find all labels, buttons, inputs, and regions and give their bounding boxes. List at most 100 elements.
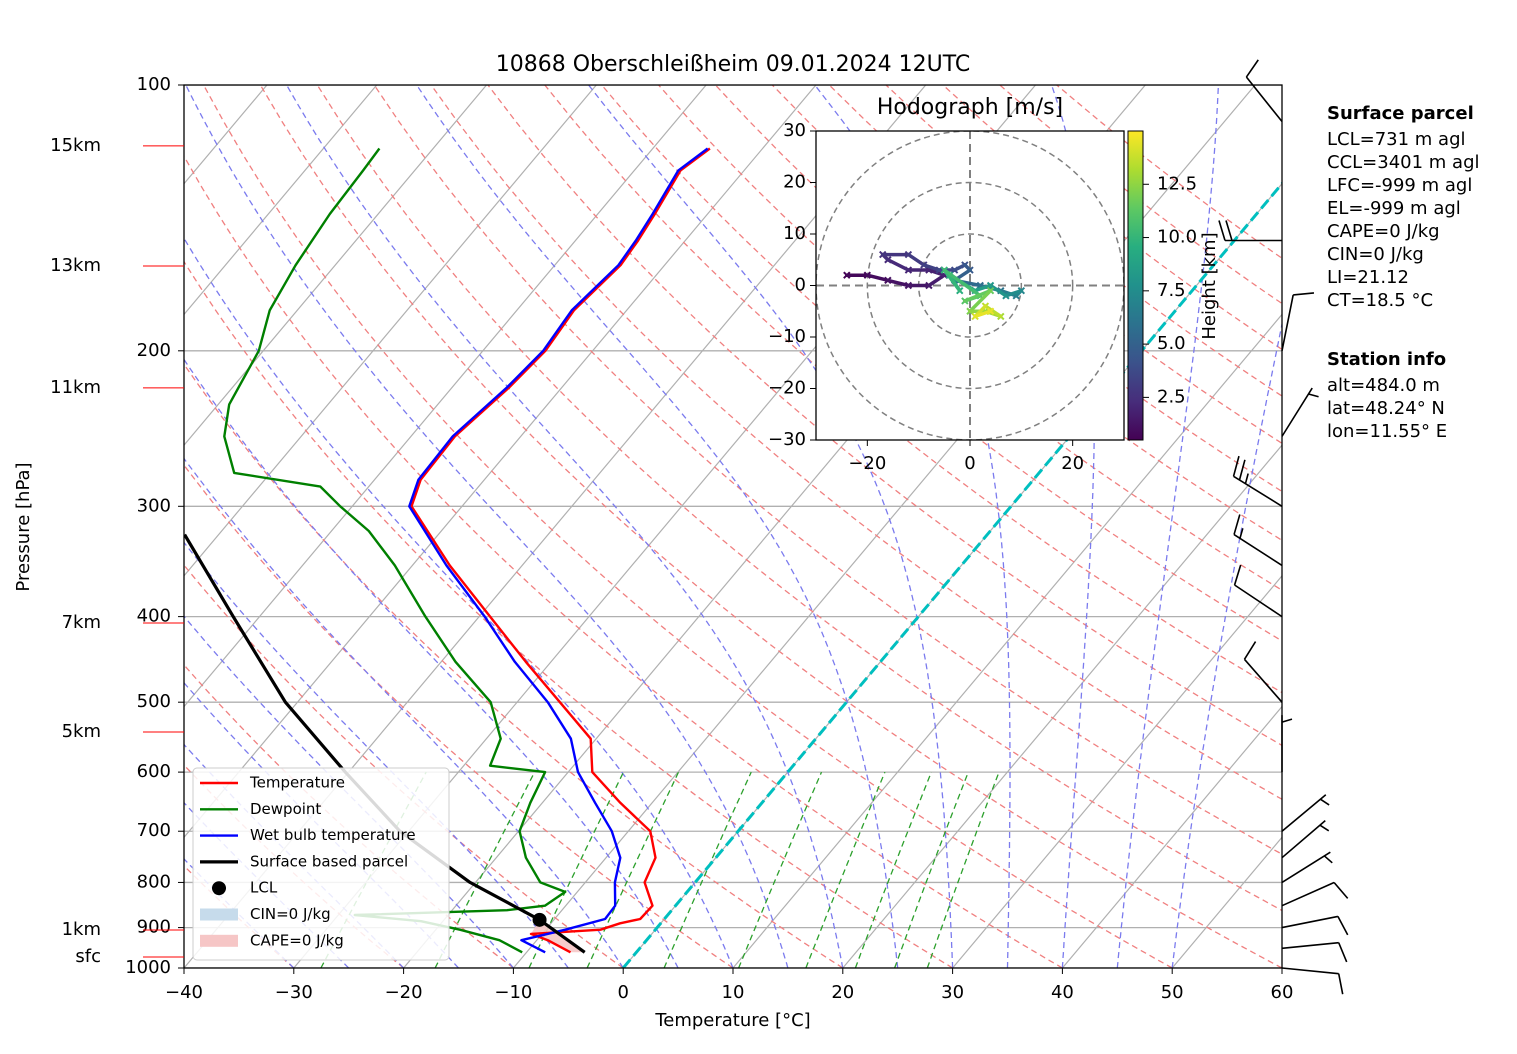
hodograph-title: Hodograph [m/s] xyxy=(877,95,1063,120)
legend-label: Dewpoint xyxy=(250,800,321,818)
colorbar-tick-label: 7.5 xyxy=(1157,280,1186,301)
wind-barb xyxy=(1281,967,1344,995)
dry-adiabat xyxy=(316,85,1282,912)
hodograph-segment xyxy=(886,278,911,288)
dry-adiabat xyxy=(184,154,1063,968)
legend-swatch xyxy=(200,934,238,947)
y-tick-label: 1000 xyxy=(125,957,171,978)
info-line: CT=18.5 °C xyxy=(1327,290,1433,311)
zero-isotherm xyxy=(622,181,1282,968)
wind-barb xyxy=(1281,851,1333,884)
hodograph xyxy=(816,131,1124,440)
wind-barb xyxy=(1281,881,1349,907)
colorbar-label: Height [km] xyxy=(1199,232,1220,339)
y-tick-label: 200 xyxy=(137,340,171,361)
legend-label: Temperature xyxy=(249,774,345,792)
moist-adiabat xyxy=(184,681,459,968)
moist-adiabat xyxy=(184,541,569,968)
x-tick-label: 30 xyxy=(941,982,964,1003)
x-tick-label: −20 xyxy=(385,982,423,1003)
isotherm xyxy=(184,85,597,577)
colorbar-tick-label: 10.0 xyxy=(1157,227,1197,248)
wind-barb xyxy=(1245,59,1283,123)
dry-adiabat xyxy=(203,85,1173,968)
mixing-ratio-line xyxy=(737,771,823,968)
legend-label: Surface based parcel xyxy=(250,852,408,870)
profiles xyxy=(184,147,711,954)
legend-swatch xyxy=(200,908,238,921)
hodograph-segment xyxy=(973,283,993,293)
isotherm xyxy=(842,444,1282,968)
moist-adiabat xyxy=(1171,321,1282,968)
moist-adiabat xyxy=(185,85,789,968)
info-line: alt=484.0 m xyxy=(1327,375,1440,396)
wind-barb xyxy=(1281,794,1330,832)
mixing-ratio-line xyxy=(586,771,680,968)
isotherm xyxy=(184,85,487,447)
info-line: LFC=-999 m agl xyxy=(1327,175,1472,196)
moist-adiabat xyxy=(1116,85,1220,968)
wind-barb xyxy=(1218,220,1282,242)
legend: Temperature Dewpoint Wet bulb temperature S… xyxy=(192,767,450,961)
y-tick-label: 900 xyxy=(137,917,171,938)
y-tick-label: 300 xyxy=(137,495,171,516)
wind-barb xyxy=(1243,641,1283,703)
hodograph-point xyxy=(986,307,995,315)
wind-barb xyxy=(1233,564,1283,618)
isotherm xyxy=(952,574,1282,968)
dry-adiabat xyxy=(184,260,953,968)
y-tick-label: 700 xyxy=(137,820,171,841)
moist-adiabat xyxy=(184,237,734,968)
dry-adiabat xyxy=(430,85,1282,800)
height-label: 7km xyxy=(62,612,101,633)
isotherm xyxy=(184,85,378,316)
info-line: lat=48.24° N xyxy=(1327,398,1445,419)
hodograph-segment xyxy=(1004,288,1024,298)
x-axis-label: Temperature [°C] xyxy=(654,1010,810,1031)
x-tick-label: 20 xyxy=(831,982,854,1003)
info-line: CAPE=0 J/kg xyxy=(1327,221,1440,242)
info-line: CIN=0 J/kg xyxy=(1327,244,1424,265)
wind-barb xyxy=(1233,514,1283,567)
dry-adiabat xyxy=(259,85,1282,968)
isotherm xyxy=(732,313,1282,968)
info-line: LI=21.12 xyxy=(1327,267,1409,288)
legend-label: LCL xyxy=(250,879,278,897)
height-label: 1km xyxy=(62,919,101,940)
mixing-ratio-line xyxy=(893,771,969,968)
legend-box xyxy=(192,767,450,961)
y-tick-label: 400 xyxy=(137,606,171,627)
info-line: lon=11.55° E xyxy=(1327,421,1447,442)
info-line: CCL=3401 m agl xyxy=(1327,152,1480,173)
wind-barb xyxy=(1232,455,1283,507)
hodograph-segment xyxy=(886,258,911,272)
hodograph-x-tick-label: 20 xyxy=(1061,453,1084,474)
height-label: 13km xyxy=(50,255,101,276)
profile-line xyxy=(223,147,567,954)
hodograph-segment xyxy=(963,288,993,303)
x-tick-label: 40 xyxy=(1051,982,1074,1003)
colorbar-tick-label: 12.5 xyxy=(1157,173,1197,194)
mixing-ratio-line xyxy=(528,771,625,968)
mixing-ratio-line xyxy=(434,771,536,968)
dry-adiabat xyxy=(184,363,844,968)
dry-adiabat xyxy=(373,85,1282,855)
lcl-marker xyxy=(532,912,547,927)
y-tick-label: 800 xyxy=(137,871,171,892)
height-label: 11km xyxy=(50,377,101,398)
hodograph-segment xyxy=(922,263,941,272)
profile-line xyxy=(408,147,709,954)
isotherm xyxy=(1061,705,1282,968)
moist-adiabat xyxy=(286,85,844,968)
x-tick-label: 10 xyxy=(722,982,745,1003)
hodograph-segment xyxy=(968,288,993,313)
y-tick-label: 100 xyxy=(137,74,171,95)
legend-swatch xyxy=(212,881,226,896)
height-label: sfc xyxy=(75,946,101,967)
x-tick-label: −40 xyxy=(165,982,203,1003)
profile-line xyxy=(410,147,711,954)
info-title: Surface parcel xyxy=(1327,103,1474,124)
hodograph-segment xyxy=(973,309,993,319)
colorbar-tick-label: 2.5 xyxy=(1157,386,1186,407)
